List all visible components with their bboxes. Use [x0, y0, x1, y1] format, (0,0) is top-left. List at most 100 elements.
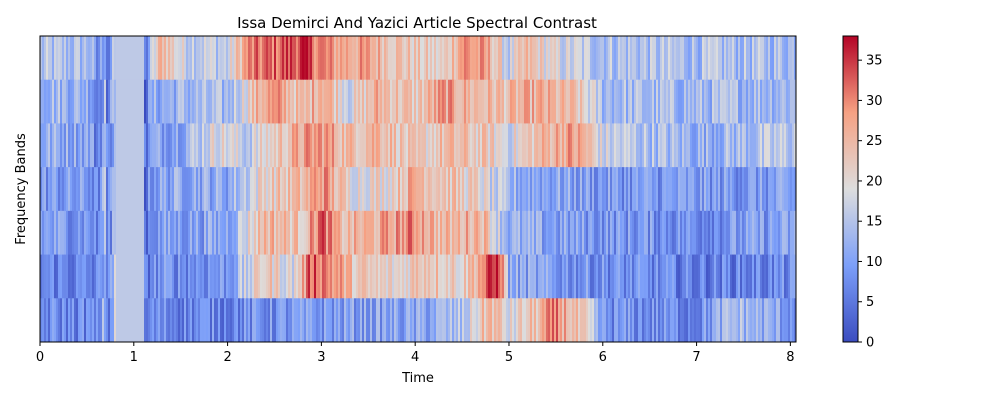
heatmap-cell: [350, 123, 353, 168]
heatmap-cell: [522, 36, 525, 81]
heatmap-cell: [358, 167, 361, 212]
heatmap-cell: [136, 123, 139, 168]
heatmap-cell: [524, 210, 527, 255]
heatmap-cell: [574, 167, 577, 212]
heatmap-cell: [508, 123, 511, 168]
heatmap-cell: [112, 36, 115, 81]
heatmap-cell: [668, 123, 671, 168]
heatmap-cell: [274, 123, 277, 168]
heatmap-cell: [230, 210, 233, 255]
heatmap-cell: [580, 36, 583, 81]
heatmap-cell: [40, 210, 43, 255]
heatmap-cell: [292, 254, 295, 299]
heatmap-cell: [522, 210, 525, 255]
heatmap-cell: [588, 167, 591, 212]
heatmap-cell: [124, 254, 127, 299]
heatmap-cell: [640, 210, 643, 255]
heatmap-cell: [588, 36, 591, 81]
heatmap-cell: [558, 254, 561, 299]
heatmap-cell: [578, 167, 581, 212]
heatmap-cell: [582, 298, 585, 343]
heatmap-cell: [682, 123, 685, 168]
heatmap-cell: [602, 298, 605, 343]
heatmap-cell: [724, 123, 727, 168]
heatmap-cell: [698, 36, 701, 81]
heatmap-cell: [554, 123, 557, 168]
heatmap-cell: [530, 167, 533, 212]
heatmap-cell: [626, 123, 629, 168]
heatmap-cell: [130, 167, 133, 212]
heatmap-cell: [44, 79, 47, 124]
heatmap-cell: [188, 210, 191, 255]
heatmap-cell: [306, 123, 309, 168]
heatmap-cell: [424, 79, 427, 124]
heatmap-cell: [748, 254, 751, 299]
heatmap-cell: [104, 123, 107, 168]
heatmap-cell: [402, 210, 405, 255]
heatmap-cell: [648, 210, 651, 255]
heatmap-cell: [506, 79, 509, 124]
heatmap-cell: [494, 167, 497, 212]
heatmap-cell: [640, 254, 643, 299]
heatmap-cell: [340, 36, 343, 81]
heatmap-cell: [312, 36, 315, 81]
heatmap-cell: [716, 123, 719, 168]
heatmap-cell: [350, 79, 353, 124]
heatmap-cell: [214, 254, 217, 299]
heatmap-cell: [474, 36, 477, 81]
heatmap-cell: [404, 298, 407, 343]
heatmap-cell: [660, 254, 663, 299]
heatmap-cell: [566, 79, 569, 124]
heatmap-cell: [376, 167, 379, 212]
heatmap-cell: [154, 298, 157, 343]
heatmap-cell: [278, 298, 281, 343]
heatmap-cell: [522, 123, 525, 168]
heatmap-cell: [130, 298, 133, 343]
heatmap-cell: [454, 298, 457, 343]
heatmap-cell: [430, 210, 433, 255]
heatmap-cell: [248, 298, 251, 343]
heatmap-cell: [280, 123, 283, 168]
heatmap-cell: [286, 79, 289, 124]
heatmap-cell: [284, 210, 287, 255]
heatmap-cell: [446, 123, 449, 168]
heatmap-cell: [132, 210, 135, 255]
heatmap-cell: [496, 298, 499, 343]
heatmap-cell: [440, 210, 443, 255]
heatmap-cell: [786, 123, 789, 168]
heatmap-cell: [662, 298, 665, 343]
heatmap-cell: [386, 167, 389, 212]
heatmap-cell: [738, 298, 741, 343]
heatmap-cell: [480, 36, 483, 81]
heatmap-cell: [184, 123, 187, 168]
heatmap-cell: [550, 298, 553, 343]
heatmap-cell: [782, 79, 785, 124]
heatmap-cell: [750, 210, 753, 255]
heatmap-cell: [222, 36, 225, 81]
heatmap-cell: [540, 210, 543, 255]
heatmap-cell: [728, 210, 731, 255]
heatmap-cell: [86, 298, 89, 343]
heatmap-cell: [124, 298, 127, 343]
heatmap-cell: [756, 254, 759, 299]
heatmap-cell: [254, 123, 257, 168]
heatmap-cell: [554, 167, 557, 212]
heatmap-cell: [332, 79, 335, 124]
heatmap-cell: [642, 167, 645, 212]
heatmap-cell: [794, 254, 797, 299]
heatmap-cell: [536, 167, 539, 212]
heatmap-cell: [480, 254, 483, 299]
heatmap-cell: [554, 298, 557, 343]
heatmap-cell: [114, 79, 117, 124]
heatmap-cell: [186, 167, 189, 212]
heatmap-cell: [540, 79, 543, 124]
heatmap-cell: [86, 210, 89, 255]
heatmap-cell: [182, 298, 185, 343]
heatmap-cell: [364, 36, 367, 81]
heatmap-cell: [242, 79, 245, 124]
heatmap-cell: [560, 167, 563, 212]
heatmap-cell: [498, 79, 501, 124]
heatmap-cell: [592, 167, 595, 212]
heatmap-cell: [590, 79, 593, 124]
heatmap-cell: [452, 298, 455, 343]
